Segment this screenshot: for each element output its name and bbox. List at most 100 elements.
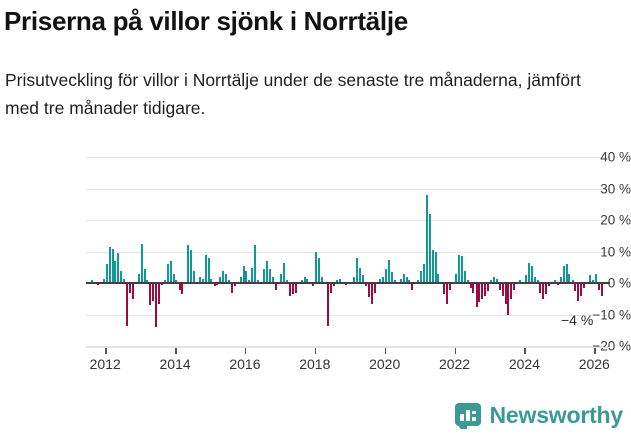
bar [233, 283, 236, 287]
bar [469, 283, 472, 289]
bar [493, 276, 496, 284]
bar [379, 278, 382, 284]
bar [437, 273, 440, 284]
bar [140, 243, 143, 284]
bar [105, 264, 108, 284]
bar [472, 283, 475, 293]
page-subtitle: Prisutveckling för villor i Norrtälje un… [5, 70, 581, 118]
bar [554, 280, 557, 284]
bar [446, 283, 449, 304]
bar [481, 283, 484, 300]
bar [434, 251, 437, 284]
bar [146, 280, 149, 284]
bar [463, 270, 466, 284]
bar [594, 273, 597, 284]
bar [175, 280, 178, 284]
bar [248, 280, 251, 284]
bar [329, 283, 332, 293]
bar [201, 278, 204, 284]
bar [458, 254, 461, 284]
bar [335, 280, 338, 284]
bar [126, 283, 129, 326]
bar [524, 275, 527, 284]
bar [283, 262, 286, 284]
bar [574, 283, 577, 292]
newsworthy-logo[interactable]: Newsworthy [454, 402, 624, 429]
bar [539, 283, 542, 293]
bar [222, 270, 225, 284]
bar [475, 283, 478, 307]
gridline [86, 188, 610, 190]
bar [388, 259, 391, 284]
bar [338, 278, 341, 284]
bar [178, 283, 181, 290]
bar [408, 280, 411, 284]
bar [152, 283, 155, 301]
x-axis-line [86, 347, 610, 348]
x-axis-tick-label: 2020 [369, 356, 401, 372]
bar [391, 272, 394, 284]
bar [568, 273, 571, 284]
bar [327, 283, 330, 326]
gridline [86, 314, 610, 316]
bar [102, 278, 105, 284]
last-value-annotation: −4 % [561, 311, 594, 328]
x-axis-tick-label: 2012 [89, 356, 121, 372]
bar [242, 265, 245, 284]
bar [166, 264, 169, 284]
bar [137, 273, 140, 284]
bar [559, 276, 562, 284]
bar [271, 276, 274, 284]
bar [399, 278, 402, 284]
bar [213, 283, 216, 287]
bar [143, 269, 146, 284]
gridline [86, 220, 610, 222]
bar [423, 264, 426, 284]
bar [219, 276, 222, 284]
bar [192, 270, 195, 284]
bar [111, 248, 114, 284]
logo-text: Newsworthy [489, 402, 624, 428]
bar [225, 273, 228, 284]
bar [420, 270, 422, 284]
bar [501, 283, 504, 296]
bar [577, 283, 580, 301]
y-axis-tick-label: 10 % [600, 244, 631, 260]
bar [262, 269, 265, 284]
x-axis-tick-label: 2018 [299, 356, 331, 372]
bar [286, 280, 289, 284]
bar [460, 256, 463, 284]
bar [181, 283, 184, 295]
page-title: Priserna på villor sjönk i Norrtälje [4, 6, 408, 36]
bar [580, 283, 583, 296]
bar [513, 283, 516, 290]
x-axis-tick [384, 348, 387, 354]
bar [562, 265, 565, 284]
bar [120, 270, 123, 284]
bar [155, 283, 158, 328]
x-axis-tick [314, 348, 317, 354]
bar [356, 258, 359, 284]
bar [565, 264, 568, 284]
bar [533, 276, 536, 284]
bar [411, 283, 414, 290]
bar [591, 280, 594, 284]
bar [358, 267, 361, 284]
bar [597, 283, 600, 290]
bar [239, 276, 242, 284]
x-axis-tick-label: 2016 [229, 356, 261, 372]
x-axis-tick [594, 348, 596, 354]
bar [370, 283, 373, 304]
x-axis-tick-label: 2022 [438, 356, 471, 372]
bar [294, 283, 297, 293]
bar [362, 275, 365, 284]
y-axis-tick-label: 0 % [607, 275, 631, 291]
bar [583, 283, 586, 289]
y-axis-tick-label: −10 % [592, 307, 631, 323]
bar [367, 283, 370, 298]
bar [268, 269, 271, 284]
bar [373, 283, 376, 293]
bar [306, 278, 309, 284]
x-axis-tick [105, 348, 107, 354]
y-axis-tick-label: 20 % [600, 212, 631, 228]
